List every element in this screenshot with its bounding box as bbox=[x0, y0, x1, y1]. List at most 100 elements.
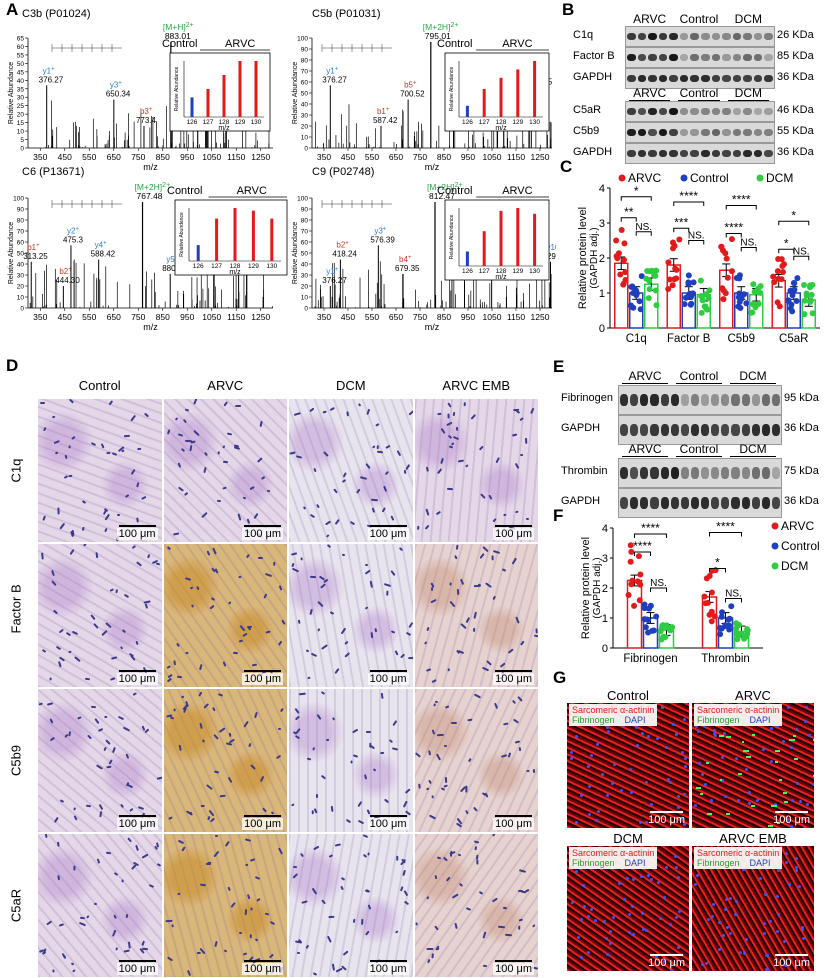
significance-label: **** bbox=[724, 221, 743, 235]
nucleus bbox=[199, 723, 202, 730]
bar bbox=[628, 581, 642, 649]
blot-band bbox=[691, 394, 699, 405]
nucleus bbox=[211, 597, 215, 601]
data-point bbox=[670, 240, 676, 246]
dapi-nucleus bbox=[796, 782, 799, 785]
nucleus bbox=[456, 589, 458, 595]
nucleus bbox=[526, 518, 530, 520]
nucleus bbox=[74, 815, 78, 821]
nucleus bbox=[305, 945, 309, 950]
nucleus bbox=[320, 583, 326, 588]
nucleus bbox=[239, 639, 243, 642]
nucleus bbox=[239, 932, 243, 934]
dapi-nucleus bbox=[696, 874, 699, 877]
significance-label: NS. bbox=[740, 238, 757, 249]
fibrinogen-signal bbox=[775, 761, 778, 763]
nucleus bbox=[453, 436, 459, 440]
nucleus bbox=[512, 557, 517, 564]
blot-band bbox=[764, 150, 773, 158]
scale-bar: 100 μm bbox=[368, 818, 409, 830]
nucleus bbox=[269, 954, 274, 959]
nucleus bbox=[318, 601, 324, 607]
dapi-nucleus bbox=[575, 735, 578, 738]
nucleus bbox=[64, 455, 67, 460]
scale-bar: 100 μm bbox=[493, 963, 534, 975]
nucleus bbox=[87, 734, 92, 739]
blot-band bbox=[721, 497, 729, 508]
nucleus bbox=[124, 435, 130, 437]
nucleus bbox=[344, 652, 350, 658]
blot-band bbox=[733, 129, 742, 137]
blot-band bbox=[772, 467, 780, 478]
nucleus bbox=[493, 518, 497, 522]
dapi-nucleus bbox=[770, 760, 773, 763]
nucleus bbox=[503, 514, 507, 516]
nucleus bbox=[79, 921, 86, 925]
nucleus bbox=[110, 588, 114, 591]
nucleus bbox=[101, 443, 105, 449]
nucleus bbox=[184, 408, 188, 411]
ihc-image: 100 μm bbox=[163, 688, 289, 833]
nucleus bbox=[185, 440, 192, 442]
fibrinogen-signal bbox=[783, 792, 787, 794]
nucleus bbox=[397, 450, 401, 456]
blot-band bbox=[743, 150, 752, 158]
dapi-nucleus bbox=[710, 799, 713, 802]
nucleus bbox=[436, 511, 441, 515]
scale-bar: 100 μm bbox=[773, 957, 810, 969]
nucleus bbox=[406, 632, 412, 636]
nucleus bbox=[91, 706, 97, 708]
dapi-nucleus bbox=[659, 917, 662, 920]
nucleus bbox=[129, 808, 134, 812]
x-tick-label: 650 bbox=[389, 312, 403, 322]
dapi-nucleus bbox=[636, 744, 639, 747]
nucleus bbox=[106, 766, 112, 769]
nucleus bbox=[342, 554, 346, 556]
nucleus bbox=[219, 728, 225, 733]
fibrinogen-signal bbox=[726, 813, 730, 815]
inset-tick: 126 bbox=[462, 268, 473, 275]
nucleus bbox=[366, 409, 370, 416]
dapi-nucleus bbox=[605, 937, 608, 940]
blot-band bbox=[627, 108, 636, 116]
x-tick-label: 650 bbox=[389, 152, 403, 162]
blot-band bbox=[754, 129, 763, 137]
x-tick-label: 350 bbox=[317, 312, 331, 322]
nucleus bbox=[72, 631, 79, 635]
nucleus bbox=[352, 729, 358, 734]
nucleus bbox=[432, 795, 434, 798]
data-point bbox=[702, 304, 708, 310]
nucleus bbox=[258, 457, 264, 462]
nucleus bbox=[303, 507, 306, 511]
nucleus bbox=[372, 768, 376, 772]
fibrinogen-signal bbox=[738, 773, 742, 775]
blot-mw-label: 36 KDa bbox=[777, 146, 814, 158]
x-tick-label: 450 bbox=[341, 152, 355, 162]
legend-marker bbox=[619, 175, 626, 182]
data-point bbox=[801, 282, 807, 288]
blot-band bbox=[764, 33, 773, 41]
dapi-nucleus bbox=[791, 799, 794, 802]
data-point bbox=[614, 255, 620, 261]
nucleus bbox=[130, 414, 136, 420]
nucleus bbox=[391, 631, 396, 634]
dapi-nucleus bbox=[626, 877, 629, 880]
nucleus bbox=[380, 693, 383, 700]
nucleus bbox=[349, 521, 354, 525]
nucleus bbox=[332, 717, 335, 721]
dapi-nucleus bbox=[570, 751, 573, 754]
y-axis-label: Relative Abundance bbox=[8, 62, 15, 124]
y-axis-label-2: (GAPDH adj.) bbox=[592, 557, 603, 618]
fibrinogen-signal bbox=[794, 758, 799, 760]
nucleus bbox=[475, 847, 478, 851]
nucleus bbox=[259, 420, 262, 426]
y-tick-label: 0 bbox=[20, 306, 24, 313]
blot-band bbox=[627, 75, 636, 83]
dapi-nucleus bbox=[783, 940, 786, 943]
blot-band bbox=[669, 54, 678, 62]
inset-group-label: ARVC bbox=[225, 38, 255, 50]
nucleus bbox=[445, 777, 447, 783]
nucleus bbox=[525, 438, 527, 444]
nucleus bbox=[515, 510, 519, 513]
nucleus bbox=[82, 526, 85, 531]
